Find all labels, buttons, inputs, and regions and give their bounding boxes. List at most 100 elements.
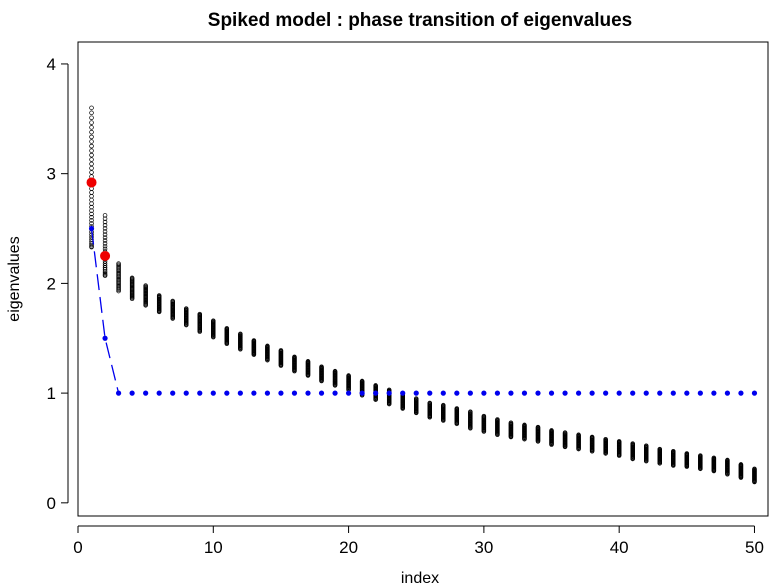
sample-eigenvalue-point: [224, 326, 230, 331]
sample-eigenvalue-point: [89, 125, 94, 130]
sample-eigenvalue-point: [346, 373, 351, 378]
sample-eigenvalue-point: [251, 338, 257, 343]
y-axis: 0 1 2 3 4: [47, 55, 69, 513]
sample-eigenvalue-point: [603, 436, 608, 442]
sample-eigenvalue-point: [535, 424, 541, 430]
sample-eigenvalue-point: [495, 417, 500, 422]
sample-eigenvalue-point: [441, 402, 446, 408]
sample-eigenvalue-point: [89, 218, 94, 223]
sample-eigenvalue-point: [89, 244, 94, 249]
population-eigenvalue-point: [616, 390, 622, 396]
sample-eigenvalue-point: [89, 120, 94, 125]
sample-eigenvalue-point: [89, 152, 94, 158]
sample-eigenvalue-point: [657, 446, 663, 452]
x-tick-label: 20: [339, 538, 358, 557]
population-eigenvalue-point: [521, 390, 528, 396]
sample-eigenvalue-point: [562, 430, 568, 435]
sample-eigenvalue-point: [102, 246, 108, 252]
sample-eigenvalue-point: [89, 214, 94, 220]
sample-eigenvalue-point: [305, 359, 311, 364]
population-eigenvalue-point: [481, 390, 487, 396]
population-eigenvalue-point: [305, 390, 311, 396]
sample-eigenvalue-point: [738, 462, 744, 467]
population-eigenvalue-point: [454, 390, 460, 396]
population-eigenvalue-point: [318, 390, 325, 396]
sample-eigenvalue-point: [454, 406, 460, 411]
y-axis-label: eigenvalues: [6, 236, 23, 321]
population-eigenvalue-point: [738, 390, 744, 396]
population-eigenvalue-point: [156, 390, 162, 396]
sample-eigenvalue-point: [102, 229, 108, 234]
sample-eigenvalue-point: [711, 455, 717, 461]
sample-eigenvalue-point: [549, 428, 554, 433]
sample-eigenvalue-point: [116, 261, 121, 266]
population-eigenvalue-point: [359, 390, 365, 396]
population-eigenvalue-point: [102, 335, 108, 341]
population-eigenvalue-point: [210, 390, 216, 396]
population-eigenvalue-point: [129, 390, 135, 396]
sample-eigenvalue-point: [102, 261, 108, 266]
y-tick-label: 3: [47, 165, 56, 184]
population-eigenvalue-point: [332, 390, 338, 396]
sample-eigenvalue-point: [522, 422, 527, 428]
sample-eigenvalue-point: [265, 343, 270, 349]
population-eigenvalue-point: [264, 390, 271, 396]
sample-eigenvalue-point: [332, 368, 338, 374]
population-spike-line: [90, 228, 120, 394]
limit-eigenvalue-point: [100, 250, 111, 261]
x-axis-label: index: [401, 570, 439, 587]
population-eigenvalue-point: [589, 390, 595, 396]
sample-eigenvalue-point: [102, 238, 108, 243]
population-eigenvalue-point: [345, 390, 352, 396]
y-tick-label: 0: [47, 494, 56, 513]
population-eigenvalue-point: [278, 390, 284, 396]
sample-eigenvalue-point: [129, 275, 135, 281]
sample-eigenvalue-point: [413, 396, 419, 401]
population-eigenvalue-point: [562, 390, 568, 396]
population-eigenvalue-point: [400, 390, 406, 396]
population-eigenvalue-point: [724, 390, 731, 396]
sample-eigenvalue-point: [373, 383, 378, 388]
sample-eigenvalue-point: [102, 213, 108, 218]
x-tick-label: 30: [474, 538, 493, 557]
sample-eigenvalue-point: [183, 306, 189, 311]
sample-eigenvalue-point: [102, 216, 108, 221]
sample-eigenvalue-point: [89, 110, 94, 116]
population-eigenvalue-point: [548, 390, 555, 396]
sample-eigenvalue-point: [643, 443, 649, 449]
sample-eigenvalue-point: [589, 434, 595, 440]
population-eigenvalue-point: [183, 390, 189, 396]
y-tick-label: 4: [47, 55, 56, 74]
x-tick-label: 10: [204, 538, 223, 557]
sample-eigenvalue-point: [102, 219, 108, 225]
population-eigenvalue-point: [143, 390, 149, 396]
x-tick-label: 0: [73, 538, 82, 557]
population-eigenvalue-point: [711, 390, 717, 396]
population-eigenvalue-point: [170, 390, 176, 396]
population-eigenvalue-point: [413, 390, 419, 396]
plot-frame: [77, 41, 769, 517]
sample-eigenvalue-point: [211, 318, 216, 323]
sample-eigenvalue-point: [89, 157, 94, 162]
sample-eigenvalue-point: [89, 234, 94, 240]
sample-eigenvalue-point: [102, 235, 108, 240]
sample-eigenvalue-point: [102, 222, 108, 228]
sample-eigenvalue-point: [319, 364, 324, 370]
sample-eigenvalue-point: [197, 311, 203, 317]
population-eigenvalue-point: [643, 390, 649, 396]
sample-eigenvalue-point: [89, 211, 94, 217]
chart-title: Spiked model : phase transition of eigen…: [208, 10, 632, 31]
population-eigenvalue-point: [251, 390, 257, 396]
sample-eigenvalue-point: [89, 148, 94, 153]
sample-eigenvalue-point: [102, 226, 108, 231]
population-eigenvalue-point: [670, 390, 676, 396]
population-eigenvalue-point: [508, 390, 514, 396]
sample-eigenvalue-point: [481, 413, 487, 419]
population-eigenvalue-point: [386, 390, 392, 396]
population-eigenvalue-point: [427, 390, 433, 396]
sample-eigenvalue-point: [89, 161, 94, 167]
sample-eigenvalue-point: [89, 143, 94, 149]
sample-eigenvalue-point: [278, 348, 284, 353]
sample-eigenvalue-point: [630, 441, 635, 446]
population-eigenvalue-point: [630, 390, 636, 396]
